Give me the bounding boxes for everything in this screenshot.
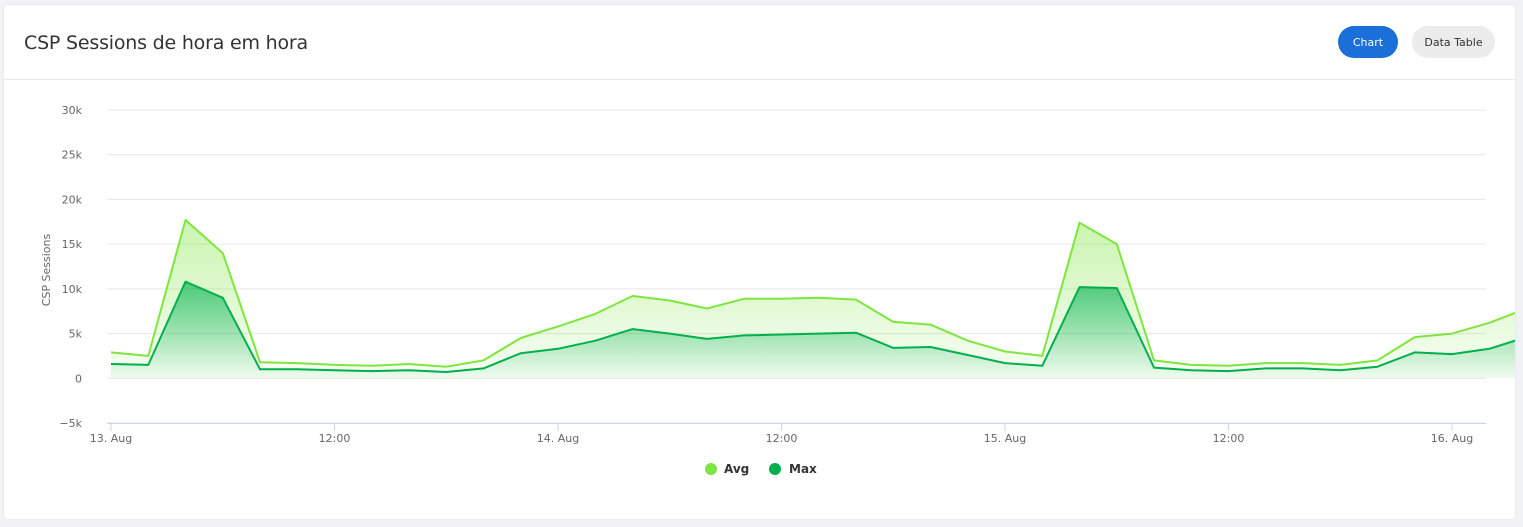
y-tick-label: 10k <box>62 283 83 296</box>
y-axis-label: CSP Sessions <box>40 233 53 306</box>
series-line-max <box>110 280 1515 373</box>
x-tick-label: 14. Aug <box>537 432 579 445</box>
legend-marker-avg <box>705 463 717 475</box>
x-tick-label: 12:00 <box>319 432 351 445</box>
series-line-avg <box>110 219 1515 368</box>
data-table-button[interactable]: Data Table <box>1412 26 1495 58</box>
chart-view-button[interactable]: Chart <box>1338 26 1398 58</box>
y-tick-label: 5k <box>69 328 83 341</box>
x-tick-label: 16. Aug <box>1431 432 1473 445</box>
x-tick-label: 12:00 <box>766 432 798 445</box>
y-tick-label: 25k <box>62 149 83 162</box>
legend-marker-max <box>769 463 781 475</box>
y-tick-label: 20k <box>62 193 83 206</box>
legend-item-max[interactable]: Max <box>769 462 817 476</box>
legend-item-avg[interactable]: Avg <box>705 462 749 476</box>
x-tick-label: 13. Aug <box>90 432 132 445</box>
legend-label-avg: Avg <box>724 462 749 476</box>
series-area-avg <box>111 220 1515 379</box>
page-title: CSP Sessions de hora em hora <box>24 32 308 54</box>
area-chart: −5k 0 5k 10k 15k 20k 25k 30k 13. Aug 12:00 14. Aug… <box>40 104 1515 476</box>
y-tick-label: 15k <box>62 238 83 251</box>
y-tick-label: 30k <box>62 104 83 117</box>
y-tick-label: 0 <box>75 372 82 385</box>
x-tick-label: 15. Aug <box>984 432 1026 445</box>
y-tick-label: −5k <box>59 417 82 430</box>
card-header: CSP Sessions de hora em hora Chart Data … <box>4 5 1515 80</box>
series-area-max <box>111 281 1515 379</box>
legend-label-max: Max <box>789 462 817 476</box>
chart-card: CSP Sessions de hora em hora Chart Data … <box>4 5 1515 519</box>
x-tick-label: 12:00 <box>1213 432 1245 445</box>
